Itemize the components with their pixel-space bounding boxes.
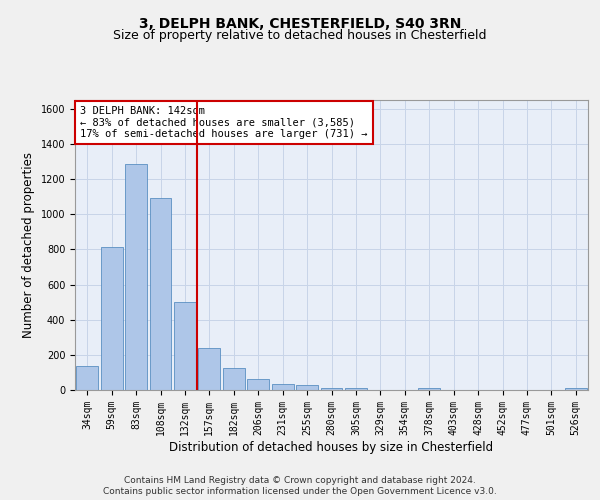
Text: 3, DELPH BANK, CHESTERFIELD, S40 3RN: 3, DELPH BANK, CHESTERFIELD, S40 3RN <box>139 18 461 32</box>
Bar <box>272 384 293 390</box>
Bar <box>125 164 147 390</box>
Text: Contains HM Land Registry data © Crown copyright and database right 2024.: Contains HM Land Registry data © Crown c… <box>124 476 476 485</box>
Bar <box>565 388 587 390</box>
Bar <box>418 388 440 390</box>
Bar <box>223 368 245 390</box>
Bar <box>101 247 122 390</box>
Bar <box>345 388 367 390</box>
Bar <box>76 366 98 390</box>
Text: Size of property relative to detached houses in Chesterfield: Size of property relative to detached ho… <box>113 29 487 42</box>
Bar <box>149 198 172 390</box>
Bar <box>296 386 318 390</box>
X-axis label: Distribution of detached houses by size in Chesterfield: Distribution of detached houses by size … <box>169 440 494 454</box>
Text: Contains public sector information licensed under the Open Government Licence v3: Contains public sector information licen… <box>103 488 497 496</box>
Bar <box>320 388 343 390</box>
Bar <box>174 302 196 390</box>
Y-axis label: Number of detached properties: Number of detached properties <box>22 152 35 338</box>
Text: 3 DELPH BANK: 142sqm
← 83% of detached houses are smaller (3,585)
17% of semi-de: 3 DELPH BANK: 142sqm ← 83% of detached h… <box>80 106 368 139</box>
Bar <box>199 348 220 390</box>
Bar <box>247 378 269 390</box>
